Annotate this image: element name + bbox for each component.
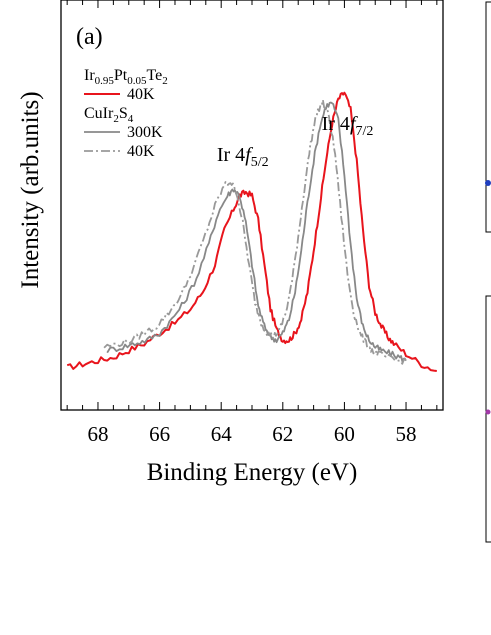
- legend-label-0-0: 40K: [127, 86, 155, 103]
- legend-label-1-1: 40K: [127, 143, 155, 160]
- neighbor-panels: [485, 1, 491, 543]
- x-tick-label: 58: [396, 422, 417, 446]
- series-line-0: [66, 91, 437, 372]
- x-tick-label: 68: [87, 422, 108, 446]
- peak-annotation-0: Ir 4f5/2: [217, 144, 269, 170]
- panel-label: (a): [76, 24, 103, 50]
- peak-annotation-1: Ir 4f7/2: [322, 113, 374, 139]
- neighbor-panel-frame-top: [485, 1, 491, 233]
- series-line-1: [106, 101, 407, 363]
- y-axis-label: Intensity (arb.units): [17, 91, 44, 288]
- x-tick-label: 64: [211, 422, 233, 446]
- x-tick-label: 60: [334, 422, 355, 446]
- legend-compound-0: Ir0.95Pt0.05Te2: [84, 67, 168, 87]
- neighbor-marker-blue: [485, 180, 491, 186]
- x-tick-label: 62: [272, 422, 293, 446]
- axis-ticks: 68 66 64 62 60 58: [66, 0, 438, 446]
- x-axis-label: Binding Energy (eV): [147, 459, 358, 486]
- series-layer: [66, 91, 437, 372]
- annotations: Ir 4f5/2 Ir 4f7/2: [217, 113, 374, 170]
- plot-frame: [60, 0, 444, 411]
- legend-label-1-0: 300K: [127, 124, 163, 141]
- x-tick-label: 66: [149, 422, 170, 446]
- neighbor-panel-frame-bottom: [485, 295, 491, 543]
- neighbor-marker-purple: [485, 409, 491, 415]
- series-line-2: [103, 99, 407, 365]
- legend-compound-1: CuIr2S4: [84, 105, 134, 125]
